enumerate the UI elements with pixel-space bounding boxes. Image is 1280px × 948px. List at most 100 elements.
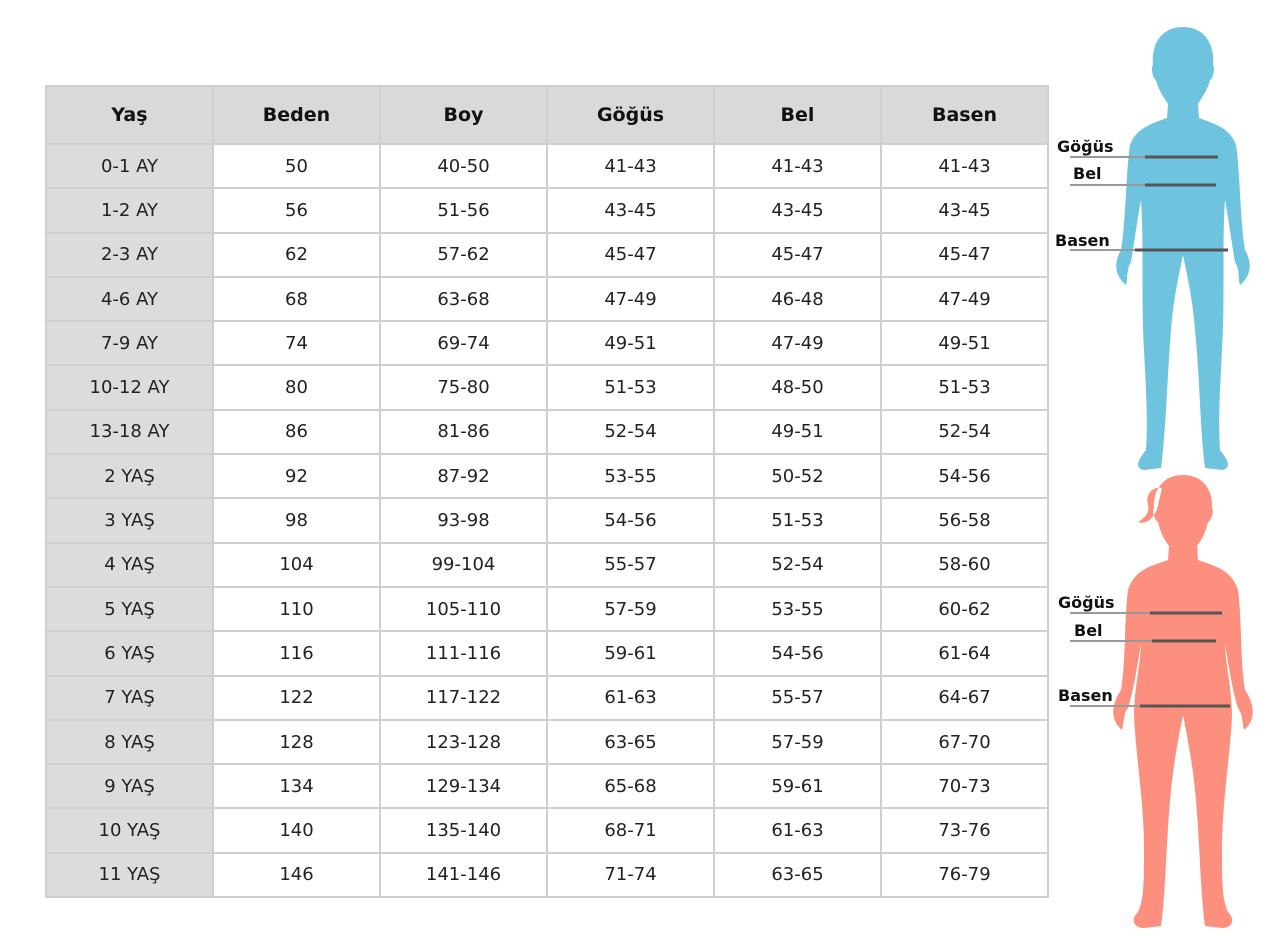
size-cell: 64-67: [880, 674, 1049, 721]
boy-figure: Göğüs Bel Basen: [1055, 27, 1250, 470]
size-cell: 74: [212, 320, 381, 367]
size-cell: 49-51: [880, 320, 1049, 367]
size-cell: 49-51: [713, 408, 882, 456]
measure-label: Göğüs: [1058, 593, 1115, 612]
table-row: 0-1 AY 50 40-50 41-43 41-43 41-43: [45, 142, 1049, 190]
size-cell: 47-49: [546, 275, 715, 323]
size-cell: 56: [212, 187, 381, 234]
size-cell: 51-56: [379, 187, 548, 234]
age-cell: 7 YAŞ: [45, 674, 214, 721]
table-row: 2-3 AY 62 57-62 45-47 45-47 45-47: [45, 231, 1049, 278]
table-row: 8 YAŞ 128 123-128 63-65 57-59 67-70: [45, 718, 1049, 766]
table-row: 2 YAŞ 92 87-92 53-55 50-52 54-56: [45, 453, 1049, 500]
age-cell: 1-2 AY: [45, 187, 214, 234]
table-row: 5 YAŞ 110 105-110 57-59 53-55 60-62: [45, 585, 1049, 633]
size-cell: 61-63: [713, 807, 882, 854]
size-cell: 63-65: [546, 718, 715, 766]
size-cell: 41-43: [713, 142, 882, 190]
size-cell: 54-56: [880, 453, 1049, 500]
size-cell: 71-74: [546, 851, 715, 899]
size-cell: 105-110: [379, 585, 548, 633]
age-cell: 0-1 AY: [45, 142, 214, 190]
table-row: 7-9 AY 74 69-74 49-51 47-49 49-51: [45, 320, 1049, 367]
size-cell: 47-49: [880, 275, 1049, 323]
size-cell: 93-98: [379, 497, 548, 544]
size-cell: 141-146: [379, 851, 548, 899]
size-cell: 48-50: [713, 364, 882, 411]
size-cell: 92: [212, 453, 381, 500]
size-cell: 140: [212, 807, 381, 854]
size-cell: 73-76: [880, 807, 1049, 854]
column-header: Yaş: [45, 85, 214, 145]
size-cell: 70-73: [880, 763, 1049, 810]
size-cell: 49-51: [546, 320, 715, 367]
size-cell: 65-68: [546, 763, 715, 810]
size-cell: 61-64: [880, 630, 1049, 677]
table-row: 4-6 AY 68 63-68 47-49 46-48 47-49: [45, 275, 1049, 323]
size-cell: 45-47: [880, 231, 1049, 278]
size-cell: 99-104: [379, 541, 548, 588]
column-header: Bel: [713, 85, 882, 145]
column-header: Beden: [212, 85, 381, 145]
size-cell: 43-45: [880, 187, 1049, 234]
girl-silhouette: [1113, 475, 1253, 928]
size-cell: 122: [212, 674, 381, 721]
size-cell: 87-92: [379, 453, 548, 500]
size-cell: 67-70: [880, 718, 1049, 766]
table-row: 13-18 AY 86 81-86 52-54 49-51 52-54: [45, 408, 1049, 456]
size-cell: 123-128: [379, 718, 548, 766]
size-cell: 60-62: [880, 585, 1049, 633]
measure-label: Basen: [1058, 686, 1113, 705]
size-cell: 129-134: [379, 763, 548, 810]
size-cell: 52-54: [713, 541, 882, 588]
size-cell: 104: [212, 541, 381, 588]
size-cell: 135-140: [379, 807, 548, 854]
size-cell: 58-60: [880, 541, 1049, 588]
table-row: 6 YAŞ 116 111-116 59-61 54-56 61-64: [45, 630, 1049, 677]
table-row: 1-2 AY 56 51-56 43-45 43-45 43-45: [45, 187, 1049, 234]
age-cell: 2-3 AY: [45, 231, 214, 278]
size-cell: 41-43: [546, 142, 715, 190]
size-cell: 51-53: [880, 364, 1049, 411]
size-cell: 45-47: [713, 231, 882, 278]
measure-label: Bel: [1073, 164, 1102, 183]
column-header: Boy: [379, 85, 548, 145]
column-header: Göğüs: [546, 85, 715, 145]
size-cell: 86: [212, 408, 381, 456]
table-row: 10-12 AY 80 75-80 51-53 48-50 51-53: [45, 364, 1049, 411]
size-cell: 53-55: [546, 453, 715, 500]
size-cell: 128: [212, 718, 381, 766]
table-row: 7 YAŞ 122 117-122 61-63 55-57 64-67: [45, 674, 1049, 721]
table-row: 4 YAŞ 104 99-104 55-57 52-54 58-60: [45, 541, 1049, 588]
measure-label: Basen: [1055, 231, 1110, 250]
size-cell: 81-86: [379, 408, 548, 456]
size-cell: 57-59: [546, 585, 715, 633]
size-cell: 68-71: [546, 807, 715, 854]
size-cell: 50: [212, 142, 381, 190]
age-cell: 2 YAŞ: [45, 453, 214, 500]
girl-figure: Göğüs Bel Basen: [1058, 475, 1253, 928]
size-cell: 52-54: [546, 408, 715, 456]
size-cell: 98: [212, 497, 381, 544]
size-cell: 54-56: [546, 497, 715, 544]
size-cell: 68: [212, 275, 381, 323]
table-row: 10 YAŞ 140 135-140 68-71 61-63 73-76: [45, 807, 1049, 854]
table-row: 3 YAŞ 98 93-98 54-56 51-53 56-58: [45, 497, 1049, 544]
size-cell: 57-62: [379, 231, 548, 278]
size-cell: 146: [212, 851, 381, 899]
table-row: 9 YAŞ 134 129-134 65-68 59-61 70-73: [45, 763, 1049, 810]
size-cell: 59-61: [713, 763, 882, 810]
size-cell: 55-57: [546, 541, 715, 588]
size-cell: 69-74: [379, 320, 548, 367]
size-cell: 45-47: [546, 231, 715, 278]
age-cell: 10 YAŞ: [45, 807, 214, 854]
measure-label: Göğüs: [1057, 137, 1114, 156]
size-cell: 111-116: [379, 630, 548, 677]
size-cell: 51-53: [713, 497, 882, 544]
size-cell: 61-63: [546, 674, 715, 721]
size-cell: 62: [212, 231, 381, 278]
age-cell: 4 YAŞ: [45, 541, 214, 588]
age-cell: 3 YAŞ: [45, 497, 214, 544]
size-cell: 63-68: [379, 275, 548, 323]
